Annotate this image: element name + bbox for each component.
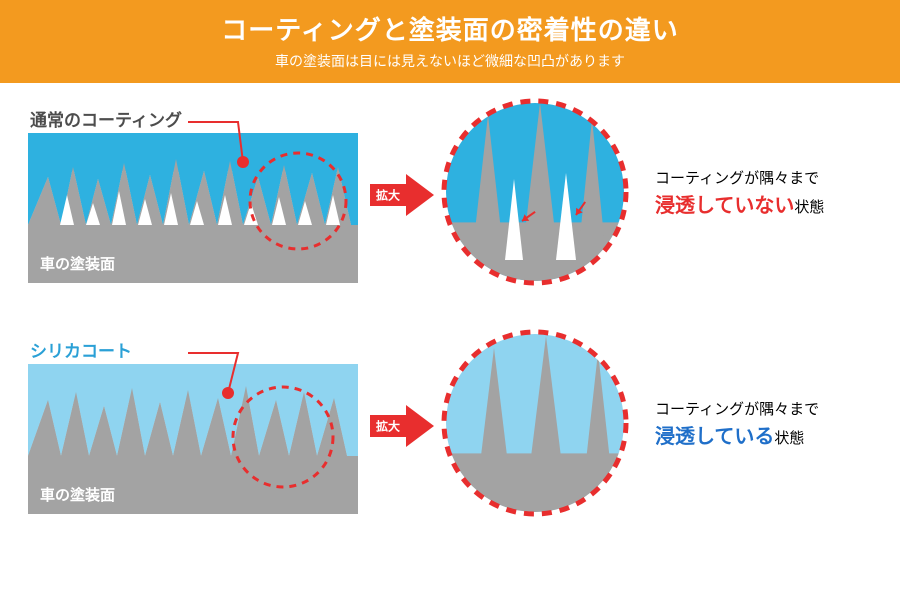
desc-line1-bot: コーティングが隅々まで [655,399,819,422]
desc-after-bot: 状態 [774,430,804,447]
header-subtitle: 車の塗装面は目には見えないほど微細な凹凸があります [0,51,900,71]
arrow-col-top: 拡大 [368,174,436,216]
section-silica-coating: シリカコート 車の塗装面 拡大 コーティングが隅々まで 浸透している状態 [0,328,900,523]
magnify-svg-bot [440,328,630,518]
arrow-col-bot: 拡大 [368,405,436,447]
arrow-label-top: 拡大 [376,186,400,203]
svg-text:車の塗装面: 車の塗装面 [40,486,115,504]
magnify-circle-top [440,97,635,292]
header-title: コーティングと塗装面の密着性の違い [0,10,900,47]
magnify-svg-top [440,97,630,287]
panel-silica: シリカコート 車の塗装面 [28,337,368,514]
desc-after-top: 状態 [794,199,824,216]
panel-label-normal: 通常のコーティング [30,106,368,131]
desc-top: コーティングが隅々まで 浸透していない状態 [655,168,824,221]
svg-text:車の塗装面: 車の塗装面 [40,255,115,273]
header: コーティングと塗装面の密着性の違い 車の塗装面は目には見えないほど微細な凹凸があ… [0,0,900,83]
panel-normal: 通常のコーティング 車の塗装面 [28,106,368,283]
desc-emph-top: 浸透していない [655,195,794,217]
panel-label-silica: シリカコート [30,337,368,362]
section-normal-coating: 通常のコーティング 車の塗装面 拡大 コーティングが隅々まで 浸透していない状態 [0,97,900,292]
panel-svg-silica: 車の塗装面 [28,364,358,514]
arrow-label-bot: 拡大 [376,417,400,434]
desc-emph-bot: 浸透している [655,426,774,448]
panel-svg-normal: 車の塗装面 [28,133,358,283]
desc-bot: コーティングが隅々まで 浸透している状態 [655,399,819,452]
magnify-circle-bot [440,328,635,523]
desc-line1-top: コーティングが隅々まで [655,168,824,191]
